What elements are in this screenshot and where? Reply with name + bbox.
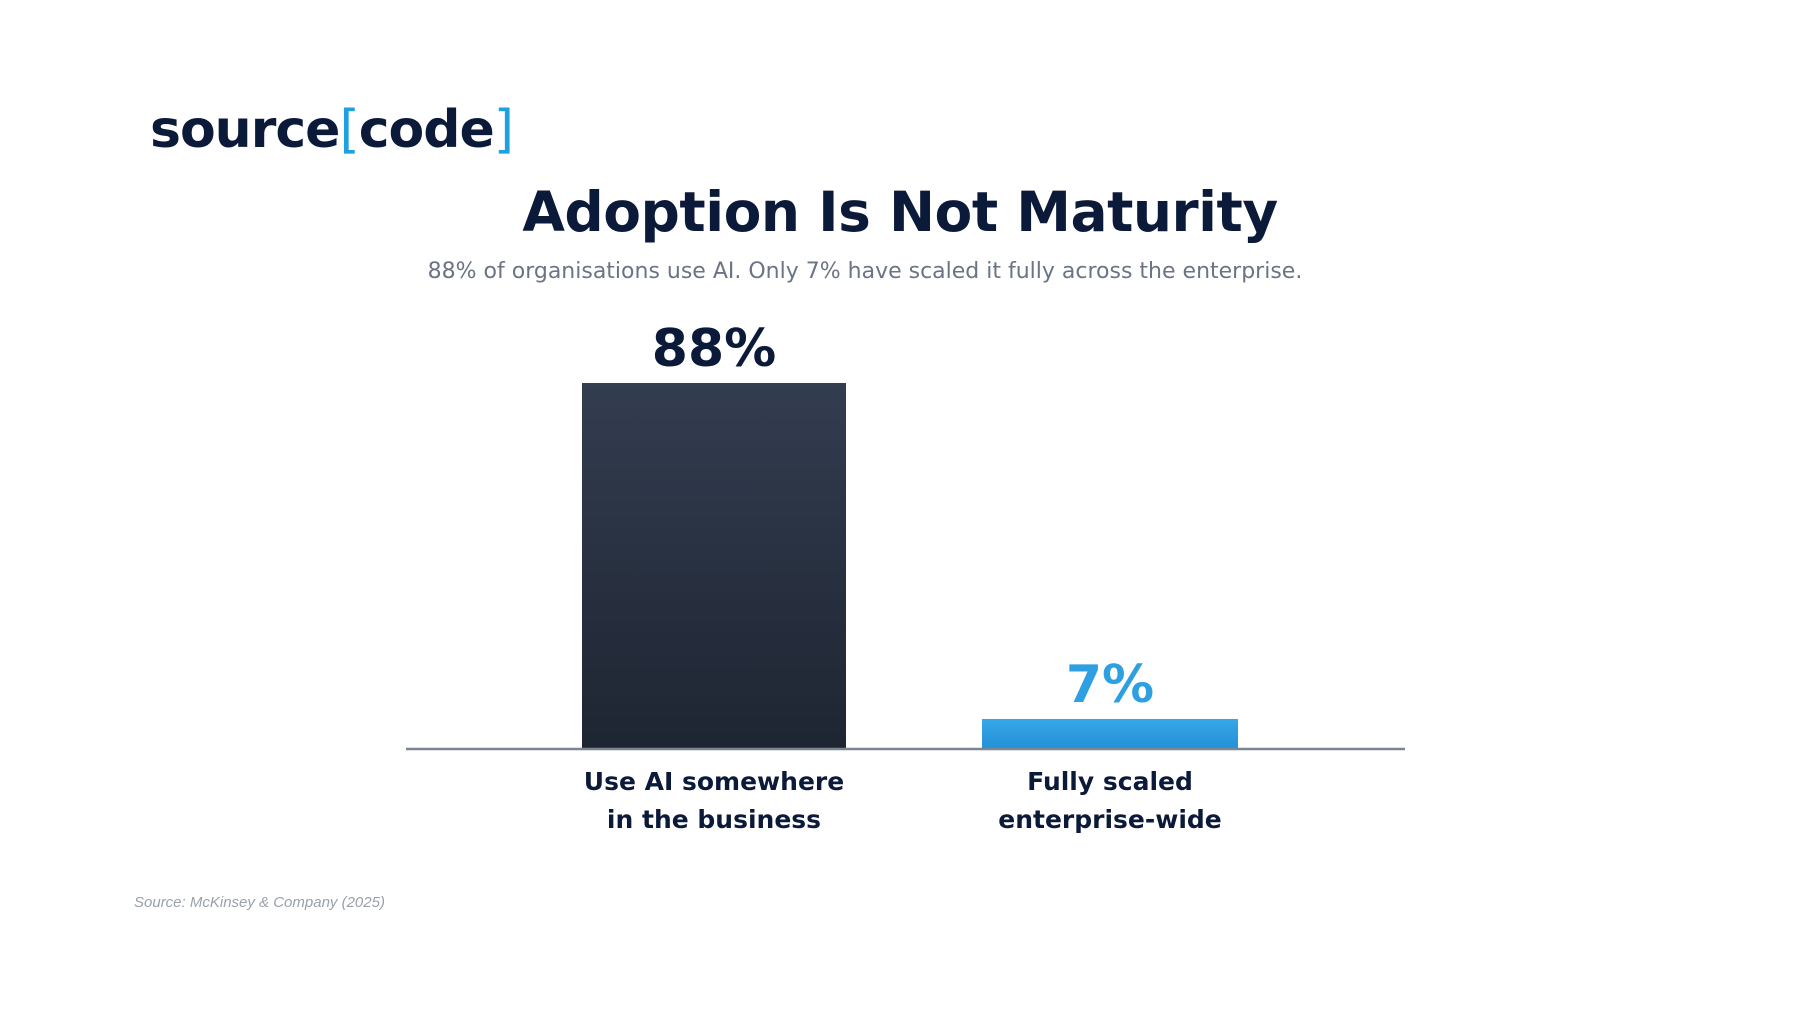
source-code-logo: source[code] bbox=[150, 100, 514, 160]
category-label-1-line-1: Use AI somewhere bbox=[584, 767, 844, 796]
bar-2 bbox=[982, 718, 1238, 748]
category-label-2-line-1: Fully scaled bbox=[1027, 767, 1193, 796]
value-label-2: 7% bbox=[1066, 655, 1154, 715]
bar-1 bbox=[582, 383, 846, 748]
category-label-1-line-2: in the business bbox=[607, 805, 821, 834]
value-label-1: 88% bbox=[652, 319, 776, 379]
chart-subtitle: 88% of organisations use AI. Only 7% hav… bbox=[427, 259, 1303, 284]
logo-bracket-open: [ bbox=[339, 100, 359, 160]
logo-text-code: code bbox=[358, 100, 495, 160]
logo-text-source: source bbox=[150, 100, 340, 160]
logo-bracket-close: ] bbox=[493, 100, 514, 160]
source-note: Source: McKinsey & Company (2025) bbox=[134, 894, 385, 911]
category-label-2-line-2: enterprise-wide bbox=[998, 805, 1222, 834]
chart-title: Adoption Is Not Maturity bbox=[522, 180, 1278, 244]
